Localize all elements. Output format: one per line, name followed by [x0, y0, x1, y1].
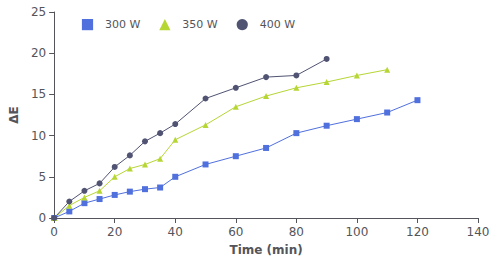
svg-text:0: 0 — [39, 211, 47, 225]
svg-text:0: 0 — [50, 225, 58, 239]
svg-text:20: 20 — [107, 225, 122, 239]
svg-text:60: 60 — [228, 225, 243, 239]
svg-text:40: 40 — [168, 225, 183, 239]
svg-text:20: 20 — [31, 46, 46, 60]
svg-text:300 W: 300 W — [105, 18, 140, 31]
svg-text:ΔE: ΔE — [7, 106, 21, 123]
svg-text:25: 25 — [31, 5, 46, 19]
svg-text:100: 100 — [345, 225, 368, 239]
svg-text:10: 10 — [31, 129, 46, 143]
svg-text:15: 15 — [31, 87, 46, 101]
svg-text:140: 140 — [467, 225, 490, 239]
svg-text:5: 5 — [39, 170, 47, 184]
svg-text:Time (min): Time (min) — [229, 243, 302, 257]
svg-text:80: 80 — [289, 225, 304, 239]
svg-text:350 W: 350 W — [182, 18, 217, 31]
svg-text:400 W: 400 W — [260, 18, 295, 31]
svg-text:120: 120 — [406, 225, 429, 239]
